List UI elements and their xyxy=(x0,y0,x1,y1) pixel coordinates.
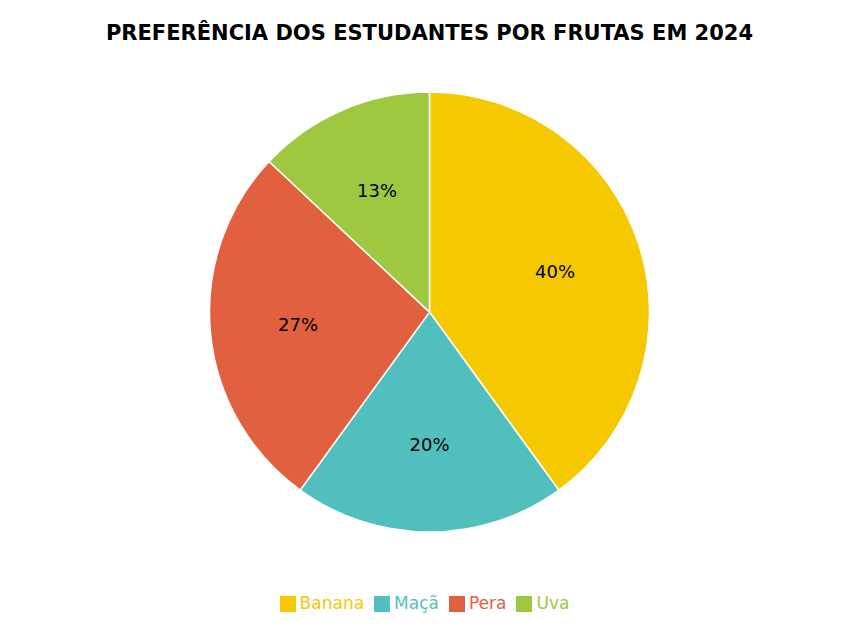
html-text:Pera: Pera xyxy=(468,593,507,613)
svg-text:40%: 40% xyxy=(535,261,575,282)
html-text:Banana: Banana xyxy=(299,593,365,613)
svg-text:20%: 20% xyxy=(409,434,449,455)
html-text:Maçã: Maçã xyxy=(394,593,439,613)
html-text:PREFERÊNCIA DOS ESTUDANTES POR: PREFERÊNCIA DOS ESTUDANTES POR FRUTAS EM… xyxy=(106,21,753,45)
html-text:Uva: Uva xyxy=(536,593,570,613)
svg-text:13%: 13% xyxy=(357,180,397,201)
svg-text:27%: 27% xyxy=(278,314,318,335)
